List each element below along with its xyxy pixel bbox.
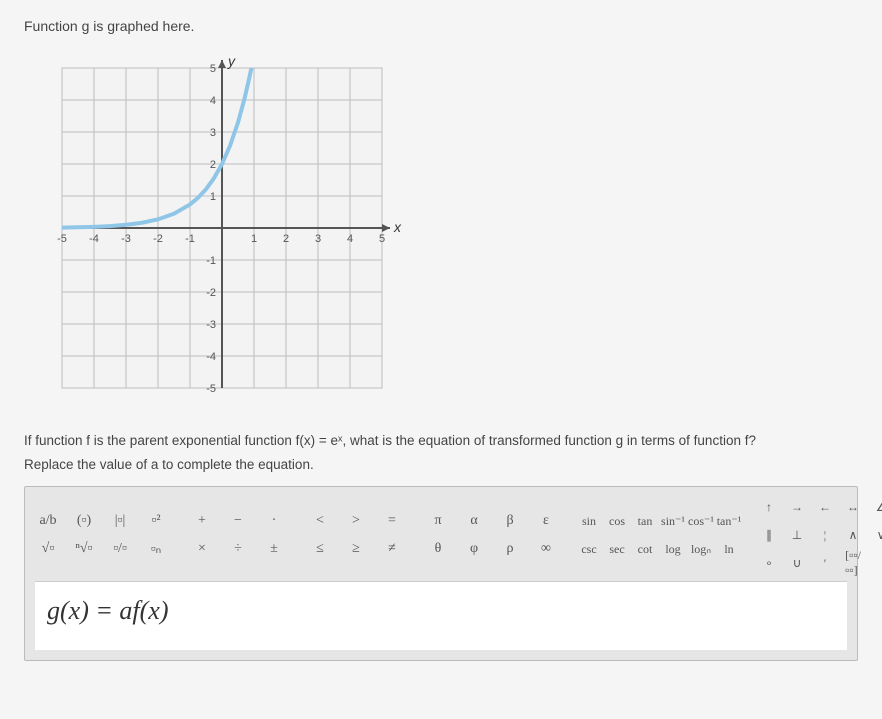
svg-text:-5: -5: [206, 383, 216, 395]
tool-[interactable]: ▫²: [143, 509, 169, 533]
tool-[interactable]: ▫ₙ: [143, 537, 169, 561]
tool-[interactable]: +: [189, 509, 215, 533]
svg-text:-2: -2: [206, 287, 216, 299]
svg-text:-4: -4: [89, 233, 99, 245]
tool-[interactable]: ≠: [379, 537, 405, 561]
tool-[interactable]: ↑: [759, 495, 779, 519]
tool-[interactable]: ≥: [343, 537, 369, 561]
tool-[interactable]: |▫|: [107, 509, 133, 533]
chart-container: -5-4-3-2-112345-5-4-3-2-112345xy: [42, 48, 858, 413]
tool-[interactable]: ⁿ√▫: [71, 537, 97, 561]
tool-[interactable]: ÷: [225, 537, 251, 561]
svg-text:-1: -1: [185, 233, 195, 245]
tool-[interactable]: ∠: [871, 495, 882, 519]
tool-[interactable]: ×: [189, 537, 215, 561]
svg-text:-4: -4: [206, 351, 216, 363]
svg-text:2: 2: [210, 159, 216, 171]
tool-sin[interactable]: sin⁻¹: [663, 509, 683, 533]
svg-text:1: 1: [251, 233, 257, 245]
tool-log[interactable]: logₙ: [691, 537, 711, 561]
svg-text:-3: -3: [206, 319, 216, 331]
tool-[interactable]: ±: [261, 537, 287, 561]
tool-[interactable]: −: [225, 509, 251, 533]
tool-[interactable]: ∞: [533, 537, 559, 561]
svg-text:-5: -5: [57, 233, 67, 245]
tool-[interactable]: ∥: [759, 523, 779, 547]
svg-text:-2: -2: [153, 233, 163, 245]
tool-[interactable]: →: [787, 495, 807, 519]
prompt-top: Function g is graphed here.: [24, 18, 858, 34]
tool-tan[interactable]: tan⁻¹: [719, 509, 739, 533]
tool-ab[interactable]: a/b: [35, 509, 61, 533]
svg-text:4: 4: [347, 233, 353, 245]
svg-text:3: 3: [210, 127, 216, 139]
svg-text:5: 5: [379, 233, 385, 245]
toolbox-rows: a/b (▫) |▫| ▫² √▫ ⁿ√▫ ▫/▫ ▫ₙ +−· × ÷ ± < > = ≤ ≥ ≠ παβε…: [35, 495, 847, 575]
tool-cos[interactable]: cos: [607, 509, 627, 533]
tool-[interactable]: =: [379, 509, 405, 533]
equation-answer-field[interactable]: g(x) = af(x): [35, 581, 847, 650]
tool-[interactable]: <: [307, 509, 333, 533]
tool-[interactable]: √▫: [35, 537, 61, 561]
svg-text:-3: -3: [121, 233, 131, 245]
svg-text:1: 1: [210, 191, 216, 203]
svg-text:3: 3: [315, 233, 321, 245]
tool-[interactable]: ↔: [843, 495, 863, 519]
tool-[interactable]: ·: [261, 509, 287, 533]
tool-[interactable]: ←: [815, 495, 835, 519]
tool-ln[interactable]: ln: [719, 537, 739, 561]
tool-[interactable]: ∘: [759, 551, 779, 575]
tool-cos[interactable]: cos⁻¹: [691, 509, 711, 533]
prompt-mid: If function f is the parent exponential …: [24, 431, 858, 451]
tool-[interactable]: >: [343, 509, 369, 533]
tool-[interactable]: ¦: [815, 523, 835, 547]
tool-[interactable]: ∨: [871, 523, 882, 547]
tool-tan[interactable]: tan: [635, 509, 655, 533]
tool-[interactable]: ′: [815, 551, 835, 575]
svg-text:y: y: [227, 53, 236, 69]
tool-[interactable]: ∪: [787, 551, 807, 575]
tool-sin[interactable]: sin: [579, 509, 599, 533]
tool-sec[interactable]: sec: [607, 537, 627, 561]
tool-[interactable]: ρ: [497, 537, 523, 561]
tool-[interactable]: ▫/▫: [107, 537, 133, 561]
svg-text:5: 5: [210, 63, 216, 75]
tool-[interactable]: ∧: [843, 523, 863, 547]
tool-[interactable]: β: [497, 509, 523, 533]
svg-text:4: 4: [210, 95, 216, 107]
tool-[interactable]: (▫): [71, 509, 97, 533]
tool-log[interactable]: log: [663, 537, 683, 561]
tool-[interactable]: ε: [533, 509, 559, 533]
tool-[interactable]: φ: [461, 537, 487, 561]
equation-toolbox: a/b (▫) |▫| ▫² √▫ ⁿ√▫ ▫/▫ ▫ₙ +−· × ÷ ± < > = ≤ ≥ ≠ παβε…: [24, 486, 858, 661]
tool-csc[interactable]: csc: [579, 537, 599, 561]
prompt-sub: Replace the value of a to complete the e…: [24, 457, 858, 472]
tool-[interactable]: π: [425, 509, 451, 533]
svg-text:2: 2: [283, 233, 289, 245]
answer-display: g(x) = af(x): [47, 596, 168, 625]
tool-[interactable]: ≤: [307, 537, 333, 561]
tool-[interactable]: α: [461, 509, 487, 533]
tool-cot[interactable]: cot: [635, 537, 655, 561]
tool-[interactable]: [▫▫/▫▫]: [843, 551, 863, 575]
function-graph: -5-4-3-2-112345-5-4-3-2-112345xy: [42, 48, 402, 408]
tool-[interactable]: ⊥: [787, 523, 807, 547]
svg-text:x: x: [393, 219, 402, 235]
tool-[interactable]: θ: [425, 537, 451, 561]
svg-text:-1: -1: [206, 255, 216, 267]
